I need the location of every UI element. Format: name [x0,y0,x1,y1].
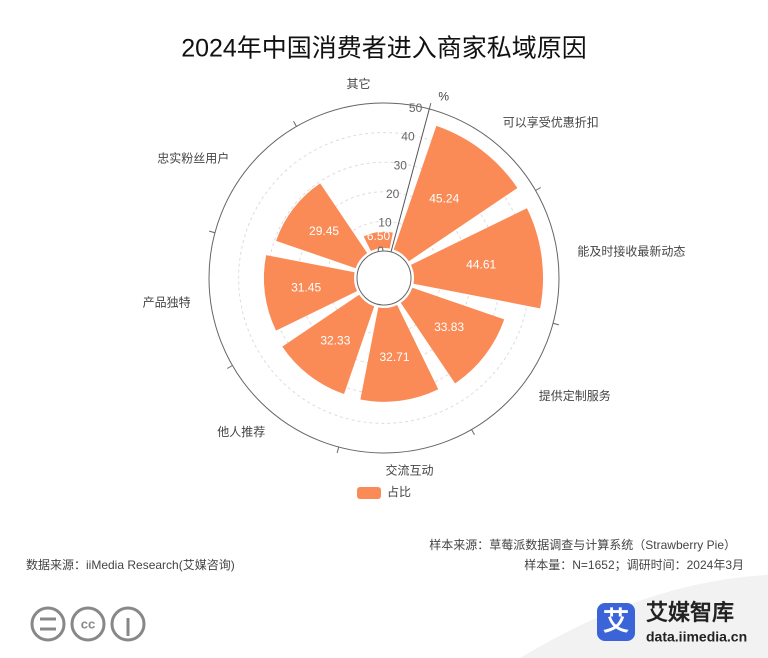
bar [410,208,544,309]
bar [393,125,518,262]
bar [282,294,375,395]
category-label: 提供定制服务 [539,388,611,403]
category-label: 产品独特 [143,295,191,310]
bar [263,255,358,331]
sample-source: 样本来源：草莓派数据调查与计算系统（Strawberry Pie） [429,537,736,552]
radial-axis [383,108,430,279]
angle-tick [535,187,542,191]
category-label: 能及时接收最新动态 [577,244,685,259]
r-tick-label: 20 [386,187,400,201]
r-tick-label: 10 [378,216,392,230]
value-label: 32.33 [320,334,350,348]
chart-title: 2024年中国消费者进入商家私域原因 [181,35,587,63]
data-source: 数据来源：iiMedia Research(艾媒咨询) [26,557,235,572]
value-label: 6.50 [367,229,391,243]
category-label: 可以享受优惠折扣 [503,114,599,129]
bar [360,304,439,402]
angle-tick [209,230,216,234]
category-label: 他人推荐 [217,425,265,439]
bar [276,183,368,269]
r-tick-label: 50 [409,101,423,115]
value-label: 32.71 [379,350,409,364]
bar [400,287,505,384]
angle-tick [428,103,432,110]
r-tick-label: 30 [394,158,408,172]
category-label: 忠实粉丝用户 [157,150,229,165]
grid-circle [208,102,560,454]
r-axis-label: % [438,90,449,104]
angle-tick [552,322,559,326]
brand: 艾媒智库 [646,600,734,625]
value-label: 29.45 [309,224,339,238]
brand-url: data.iimedia.cn [646,629,747,645]
sample-size: 样本量：N=1652；调研时间：2024年3月 [524,557,744,572]
r-tick-label: 40 [401,130,415,144]
footer-shape [520,575,768,658]
logo-box [597,603,635,641]
logo-icon: 艾 [603,606,629,636]
category-label: 交流互动 [385,463,433,478]
legend-label: 占比 [387,484,411,499]
center-hole [356,250,412,306]
angle-tick [471,429,475,436]
category-label: 其它 [347,76,371,91]
bar [363,231,393,252]
legend-swatch [357,487,381,499]
angle-tick [226,365,233,369]
value-label: 44.61 [466,257,496,271]
value-label: 31.45 [291,280,321,294]
value-label: 45.24 [429,192,459,206]
cc-icons [30,606,146,642]
angle-tick [336,446,340,453]
chart: 45.24 44.61 33.83 32.71 32.33 31.45 29.45 6.50 可… [143,76,686,499]
angle-tick [293,120,297,127]
value-label: 33.83 [434,320,464,334]
cc-mark: cc [81,616,95,631]
